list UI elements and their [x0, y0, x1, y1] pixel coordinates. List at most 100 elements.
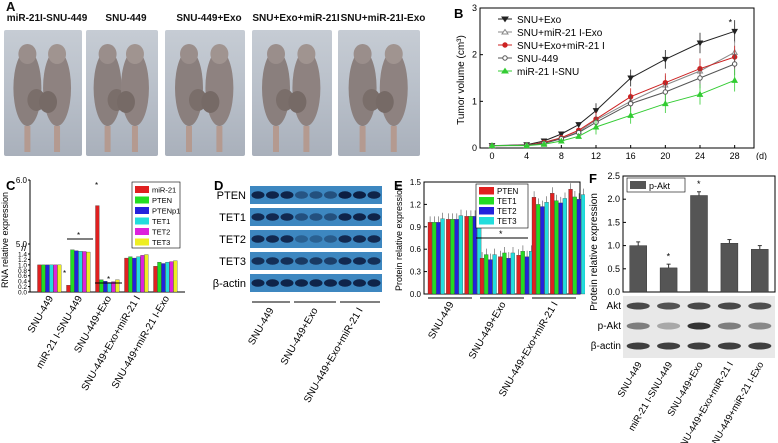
- blot-band: [748, 302, 772, 310]
- bar: [136, 256, 141, 293]
- legend-label: miR-21: [152, 186, 176, 195]
- bar: [498, 256, 503, 295]
- blot-band: [309, 257, 323, 265]
- legend-swatch: [135, 217, 149, 225]
- blot-band: [657, 322, 681, 330]
- legend-label: miR-21 I-SNU: [517, 67, 579, 78]
- bar: [464, 216, 469, 295]
- bar: [506, 258, 511, 295]
- legend-label: TET3: [152, 238, 170, 247]
- legend-label: TET1: [152, 217, 170, 226]
- blot-band: [657, 302, 681, 310]
- y-tick-label: 0.6: [410, 245, 422, 254]
- blot-band-label: β-actin: [591, 341, 621, 352]
- bar: [165, 261, 170, 293]
- blot-band-label: PTEN: [217, 190, 246, 202]
- y-tick-label: 1.2: [18, 257, 27, 264]
- blot-band-label: Akt: [607, 301, 622, 312]
- blot-band: [717, 302, 741, 310]
- y-axis-title: Protein relative expression: [394, 185, 404, 291]
- significance-marker: *: [729, 18, 733, 28]
- y-tick-label: 0.2: [18, 284, 27, 291]
- bar: [531, 197, 537, 295]
- bar: [74, 250, 79, 293]
- data-point: [540, 140, 548, 147]
- data-point: [696, 90, 704, 97]
- blot-band: [717, 322, 741, 330]
- bar: [446, 219, 451, 295]
- x-tick-label: 24: [695, 151, 705, 160]
- blot-band: [295, 213, 308, 221]
- y-tick-label: 1.0: [607, 241, 620, 251]
- blot-band: [626, 342, 650, 350]
- bar: [440, 218, 445, 295]
- bar: [568, 189, 573, 295]
- y-tick-label: 0.8: [18, 268, 27, 275]
- y-tick-label: 1.2: [410, 200, 422, 209]
- blot-band: [748, 322, 772, 330]
- bar: [157, 261, 162, 293]
- y-tick-label: 0.5: [607, 264, 620, 274]
- blot-band: [338, 213, 352, 221]
- bar: [544, 202, 549, 295]
- blot-band: [309, 235, 323, 243]
- bar: [558, 202, 563, 295]
- blot-band: [309, 191, 323, 199]
- panel-a-group-label: SNU-449+Exo: [176, 13, 242, 24]
- legend-label: TET2: [152, 228, 170, 237]
- bar: [659, 267, 678, 293]
- panel-label-a: A: [6, 0, 16, 14]
- legend-marker: [501, 16, 509, 23]
- bar: [70, 249, 75, 293]
- blot-band: [626, 322, 650, 330]
- legend-label: PTEN: [152, 196, 172, 205]
- y-tick-label: 0.6: [18, 273, 27, 280]
- panel-c-rna-expression-chart: C // 0.00.20.40.60.81.01.21.4 5.0 6.0 RNA rel…: [0, 176, 185, 393]
- y-tick-label: 1: [472, 96, 477, 106]
- legend-marker: [502, 42, 508, 48]
- legend-label: p-Akt: [649, 181, 671, 191]
- blot-band: [251, 279, 265, 287]
- blot-band: [324, 279, 337, 287]
- panel-a-group-label: SNU+miR-21I-Exo: [340, 13, 426, 24]
- blot-band: [353, 257, 366, 265]
- x-tick-label: 28: [730, 151, 740, 160]
- y-tick-label: 0.4: [18, 279, 27, 286]
- category-label: SNU-449+Exo+miR-21 I: [497, 300, 560, 399]
- blot-band: [280, 257, 294, 265]
- y-axis-title: Protein relative expression: [589, 193, 600, 311]
- bar: [690, 195, 708, 293]
- blot-band: [324, 191, 337, 199]
- bar: [115, 279, 120, 293]
- bar: [436, 222, 441, 295]
- blot-band: [309, 279, 323, 287]
- blot-band: [266, 279, 279, 287]
- y-tick-label: 2.0: [607, 194, 620, 204]
- x-axis-unit: (d): [756, 151, 767, 160]
- blot-band: [338, 191, 352, 199]
- legend-swatch: [135, 228, 149, 235]
- panel-f-pakt-chart: F 0.0 0.5 1.0 1.5 2.0 2.5 Protein relative expr…: [589, 172, 776, 443]
- bar: [484, 254, 489, 295]
- panel-a-group-label: SNU+Exo+miR-21I: [252, 13, 340, 24]
- legend-marker: [501, 67, 509, 74]
- blot-band: [657, 342, 681, 350]
- data-point: [696, 40, 704, 47]
- significance-marker: *: [499, 229, 503, 239]
- bar: [454, 219, 459, 295]
- bar: [432, 222, 437, 295]
- blot-band: [251, 235, 265, 243]
- panel-label-e: E: [394, 178, 403, 193]
- legend-label: SNU-449: [517, 54, 559, 65]
- bar: [720, 243, 739, 293]
- bar: [99, 279, 104, 293]
- x-tick-label: 0: [489, 151, 494, 160]
- data-point: [662, 89, 669, 95]
- mouse-photo: [252, 30, 332, 156]
- bar: [540, 206, 545, 295]
- blot-band: [687, 322, 711, 330]
- blot-band: [295, 279, 308, 287]
- bar: [140, 255, 145, 293]
